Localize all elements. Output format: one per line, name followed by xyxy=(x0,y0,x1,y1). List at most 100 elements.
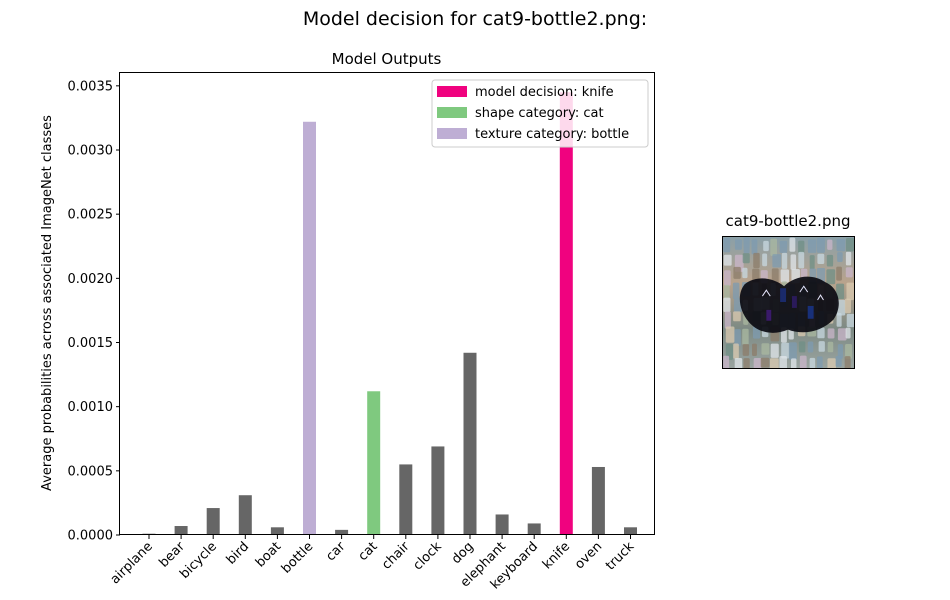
texture-bottle-shape xyxy=(742,344,750,356)
bar-dog xyxy=(463,352,477,535)
texture-bottle-shape xyxy=(734,329,741,347)
texture-bottle-shape xyxy=(836,299,846,316)
texture-bottle-shape xyxy=(725,326,735,343)
texture-bottle-shape xyxy=(836,266,842,281)
bar-oven xyxy=(591,466,605,535)
texture-bottle-shape xyxy=(781,252,788,269)
texture-bottle-shape xyxy=(723,284,730,301)
texture-bottle-shape xyxy=(723,355,730,368)
texture-bottle-shape xyxy=(798,240,805,254)
texture-bottle-shape xyxy=(732,282,740,300)
texture-bottle-shape xyxy=(724,311,731,329)
texture-bottle-shape xyxy=(781,342,790,359)
texture-bottle-shape xyxy=(807,239,817,253)
texture-bottle-shape xyxy=(752,343,757,357)
bar-car xyxy=(335,529,349,535)
x-tick-label: chair xyxy=(379,539,413,573)
y-tick-label: 0.0035 xyxy=(68,79,114,94)
texture-bottle-shape xyxy=(763,240,769,252)
texture-bottle-shape xyxy=(753,358,762,368)
stylized-image-cat-bottle-texture-icon xyxy=(723,237,854,368)
texture-bottle-shape xyxy=(742,253,750,264)
texture-bottle-shape xyxy=(723,254,732,266)
legend-swatch xyxy=(437,107,467,118)
texture-bottle-shape xyxy=(809,357,816,368)
texture-bottle-shape xyxy=(845,267,853,278)
texture-bottle-shape xyxy=(742,328,749,345)
legend-entry: texture category: bottle xyxy=(475,127,629,142)
x-tick-label: knife xyxy=(540,539,573,572)
x-tick-label: oven xyxy=(572,539,605,572)
texture-bottle-shape xyxy=(733,311,741,322)
legend-frame xyxy=(431,79,649,148)
texture-bottle-shape xyxy=(844,356,851,368)
texture-bottle-shape xyxy=(790,358,797,368)
bar-clock xyxy=(431,446,445,535)
texture-bottle-shape xyxy=(826,254,834,267)
texture-bottle-shape xyxy=(770,238,778,257)
texture-bottle-shape xyxy=(836,283,845,300)
texture-bottle-shape xyxy=(818,341,825,352)
y-tick-label: 0.0010 xyxy=(68,400,114,415)
legend-swatch xyxy=(437,86,467,97)
texture-bottle-shape xyxy=(837,252,843,262)
texture-bottle-shape xyxy=(789,237,796,252)
bar-series xyxy=(142,92,637,536)
texture-bottle-shape xyxy=(743,358,750,368)
bar-knife xyxy=(559,92,573,535)
texture-bottle-shape xyxy=(733,266,741,279)
y-tick-label: 0.0005 xyxy=(68,464,114,479)
texture-bottle-shape xyxy=(827,341,834,353)
texture-bottle-shape xyxy=(762,253,768,267)
bar-bird xyxy=(238,495,252,535)
texture-bottle-shape xyxy=(769,358,779,368)
chart-legend: model decision: knife shape category: cat… xyxy=(431,79,649,148)
texture-bottle-shape xyxy=(816,356,823,368)
texture-bottle-shape xyxy=(837,344,844,359)
texture-bottle-shape xyxy=(816,237,825,253)
texture-bottle-shape xyxy=(827,239,833,250)
bar-bear xyxy=(174,526,188,535)
texture-bottle-shape xyxy=(723,237,731,253)
x-tick-label: truck xyxy=(603,539,638,574)
texture-bottle-shape xyxy=(846,313,854,328)
bar-truck xyxy=(624,527,637,535)
texture-bottle-shape xyxy=(845,251,852,266)
texture-bottle-shape xyxy=(845,238,854,252)
x-tick-label: clock xyxy=(411,539,446,574)
legend-entry: shape category: cat xyxy=(475,106,604,121)
texture-bottle-shape xyxy=(826,269,836,285)
texture-bottle-shape xyxy=(817,327,825,339)
x-tick-label: dog xyxy=(449,539,477,567)
bar-boat xyxy=(270,527,284,535)
texture-bottle-shape xyxy=(837,328,847,341)
y-tick-label: 0.0000 xyxy=(68,529,114,544)
texture-bottle-shape xyxy=(723,297,731,312)
texture-bottle-shape xyxy=(807,341,814,353)
stylized-image-thumbnail xyxy=(722,236,855,369)
figure-suptitle: Model decision for cat9-bottle2.png: xyxy=(302,8,648,30)
texture-bottle-shape xyxy=(723,270,731,286)
texture-bottle-shape xyxy=(743,237,750,254)
y-tick-label: 0.0020 xyxy=(68,272,114,287)
texture-bottle-shape xyxy=(753,252,760,269)
texture-bottle-shape xyxy=(733,298,742,313)
texture-bottle-shape xyxy=(827,358,836,368)
texture-bottle-shape xyxy=(800,268,808,280)
texture-bottle-shape xyxy=(790,254,797,270)
x-tick-label: car xyxy=(323,539,349,565)
texture-bottle-shape xyxy=(799,355,807,368)
y-tick-label: 0.0025 xyxy=(68,208,114,223)
texture-bottle-shape xyxy=(733,343,739,359)
bar-cat xyxy=(367,391,381,535)
bar-chair xyxy=(399,464,413,535)
plot-frame xyxy=(119,72,655,535)
legend-swatch xyxy=(437,128,467,139)
texture-bottle-shape xyxy=(770,343,779,358)
chart-title: Model Outputs xyxy=(332,50,442,68)
legend-entry: model decision: knife xyxy=(475,85,614,100)
texture-bottle-shape xyxy=(836,238,846,252)
texture-bottle-shape xyxy=(835,355,842,367)
